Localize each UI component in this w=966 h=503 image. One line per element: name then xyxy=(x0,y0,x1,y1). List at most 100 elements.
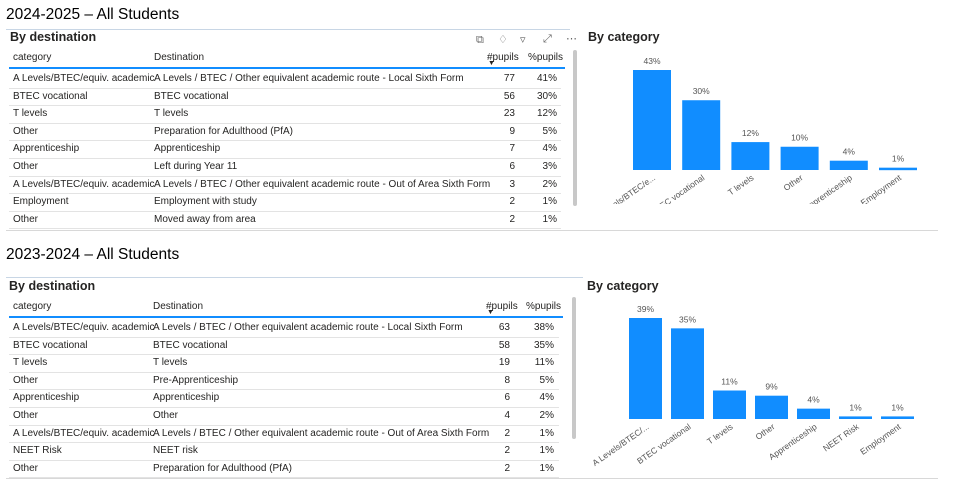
cell-destination: A Levels / BTEC / Other equivalent acade… xyxy=(153,427,490,439)
table-row[interactable]: Other Left during Year 11 6 3% xyxy=(9,158,561,177)
cell-pupils-count: 23 xyxy=(503,108,515,120)
cell-destination: A Levels / BTEC / Other equivalent acade… xyxy=(154,178,491,190)
filter-icon[interactable]: ▿ xyxy=(520,34,526,46)
cell-destination: A Levels / BTEC / Other equivalent acade… xyxy=(154,73,464,84)
chart-title: By category xyxy=(588,30,660,44)
header-category[interactable]: category xyxy=(13,52,52,63)
cell-pupils-percent: 1% xyxy=(539,445,554,457)
table-row[interactable]: Other Pre-Apprenticeship 8 5% xyxy=(9,372,559,391)
year-title-2023-2024: 2023-2024 – All Students xyxy=(6,246,180,263)
table-title: By destination xyxy=(9,279,96,293)
bar[interactable] xyxy=(731,142,770,170)
table-row[interactable]: T levels T levels 19 11% xyxy=(9,354,559,373)
table-row[interactable]: T levels T levels 23 12% xyxy=(9,105,561,124)
header-pupils-percent[interactable]: %pupils xyxy=(528,52,564,63)
cell-pupils-percent: 5% xyxy=(539,374,554,386)
table-scrollbar[interactable] xyxy=(573,50,577,206)
bar[interactable] xyxy=(881,416,914,419)
panel-top-border xyxy=(6,29,570,30)
table-row[interactable]: A Levels/BTEC/equiv. academic A Levels / … xyxy=(9,425,559,444)
sort-descending-icon[interactable]: ▼ xyxy=(488,60,495,67)
cell-pupils-percent: 38% xyxy=(533,322,554,333)
table-row[interactable]: A Levels/BTEC/equiv. academic A Levels / … xyxy=(9,176,561,195)
table-row[interactable]: Apprenticeship Apprenticeship 6 4% xyxy=(9,389,559,408)
cell-pupils-count: 2 xyxy=(509,196,515,208)
sort-descending-icon[interactable]: ▼ xyxy=(487,309,494,316)
cell-pupils-count: 8 xyxy=(504,374,510,386)
bar[interactable] xyxy=(755,395,788,419)
year-title-2024-2025: 2024-2025 – All Students xyxy=(6,6,180,23)
cell-destination: NEET risk xyxy=(153,445,198,457)
table-row[interactable]: Employment Employment with study 2 1% xyxy=(9,193,561,212)
cell-pupils-percent: 2% xyxy=(539,410,554,421)
x-tick-label: NEET Risk xyxy=(821,421,861,453)
bar-data-label: 4% xyxy=(807,395,820,405)
cell-pupils-percent: 1% xyxy=(539,427,554,439)
cell-pupils-percent: 35% xyxy=(533,339,554,351)
table-scrollbar[interactable] xyxy=(572,297,576,439)
header-pupils-percent[interactable]: %pupils xyxy=(526,301,562,312)
bar[interactable] xyxy=(633,70,671,170)
cell-destination: Left during Year 11 xyxy=(154,161,238,172)
cell-pupils-count: 56 xyxy=(503,90,515,102)
bar[interactable] xyxy=(780,146,819,170)
cell-pupils-count: 77 xyxy=(503,73,515,84)
table-row[interactable]: BTEC vocational BTEC vocational 56 30% xyxy=(9,88,561,107)
header-pupils-count[interactable]: #pupils xyxy=(486,301,518,312)
cell-pupils-count: 58 xyxy=(498,339,510,351)
bar[interactable] xyxy=(829,160,868,170)
table-row[interactable]: Other Preparation for Adulthood (PfA) 2 1% xyxy=(9,460,559,479)
bar[interactable] xyxy=(682,100,721,170)
cell-destination: Preparation for Adulthood (PfA) xyxy=(154,125,293,137)
cell-destination: Employment with study xyxy=(154,196,257,208)
cell-destination: Apprenticeship xyxy=(153,392,220,404)
table-row[interactable]: BTEC vocational BTEC vocational 58 35% xyxy=(9,337,559,356)
bar[interactable] xyxy=(629,318,662,419)
focus-mode-icon[interactable]: ⤢ xyxy=(543,33,552,45)
cell-destination: T levels xyxy=(154,108,189,120)
cell-pupils-percent: 4% xyxy=(542,143,557,155)
table-row[interactable]: A Levels/BTEC/equiv. academic A Levels / … xyxy=(9,319,559,338)
cell-pupils-percent: 30% xyxy=(536,90,557,102)
cell-pupils-percent: 1% xyxy=(539,462,554,474)
bar-data-label: 12% xyxy=(742,128,759,138)
cell-pupils-count: 2 xyxy=(504,445,510,457)
bell-icon[interactable]: ♢ xyxy=(498,34,508,46)
cell-destination: Pre-Apprenticeship xyxy=(153,374,239,386)
table-title: By destination xyxy=(10,30,97,44)
cell-pupils-count: 7 xyxy=(509,143,515,155)
bar[interactable] xyxy=(839,416,872,419)
table-row[interactable]: Other Preparation for Adulthood (PfA) 9 5% xyxy=(9,123,561,142)
cell-category: Other xyxy=(13,462,39,474)
bar[interactable] xyxy=(671,328,704,419)
bar-data-label: 1% xyxy=(892,154,905,164)
table-row[interactable]: Other Moved away from area 2 1% xyxy=(9,211,561,230)
bar[interactable] xyxy=(879,167,917,171)
header-category[interactable]: category xyxy=(13,301,52,312)
cell-category: BTEC vocational xyxy=(13,339,88,351)
bar-data-label: 39% xyxy=(637,304,654,314)
x-tick-label: Employment xyxy=(859,172,904,204)
header-destination[interactable]: Destination xyxy=(154,52,205,63)
cell-pupils-count: 6 xyxy=(504,392,510,404)
header-pupils-count[interactable]: #pupils xyxy=(487,52,519,63)
header-destination[interactable]: Destination xyxy=(153,301,204,312)
table-row[interactable]: NEET Risk NEET risk 2 1% xyxy=(9,442,559,461)
table-row[interactable]: A Levels/BTEC/equiv. academic A Levels / … xyxy=(9,70,561,89)
bar-data-label: 9% xyxy=(765,382,778,392)
more-options-icon[interactable]: ⋯ xyxy=(566,33,577,45)
cell-pupils-percent: 4% xyxy=(539,392,554,404)
section-divider xyxy=(6,230,938,231)
cell-pupils-percent: 1% xyxy=(542,213,557,225)
cell-category: Employment xyxy=(13,196,69,208)
bar[interactable] xyxy=(797,408,830,419)
table-row[interactable]: Other Other 4 2% xyxy=(9,407,559,426)
destination-table: category Destination #pupils ▼ %pupils A… xyxy=(9,299,563,479)
section-divider xyxy=(6,478,938,479)
bar[interactable] xyxy=(713,390,746,419)
cell-destination: Moved away from area xyxy=(154,213,256,225)
cell-destination: Apprenticeship xyxy=(154,143,221,155)
cell-category: Other xyxy=(13,125,39,137)
table-row[interactable]: Apprenticeship Apprenticeship 7 4% xyxy=(9,140,561,159)
copy-icon[interactable]: ⧉ xyxy=(476,34,484,46)
